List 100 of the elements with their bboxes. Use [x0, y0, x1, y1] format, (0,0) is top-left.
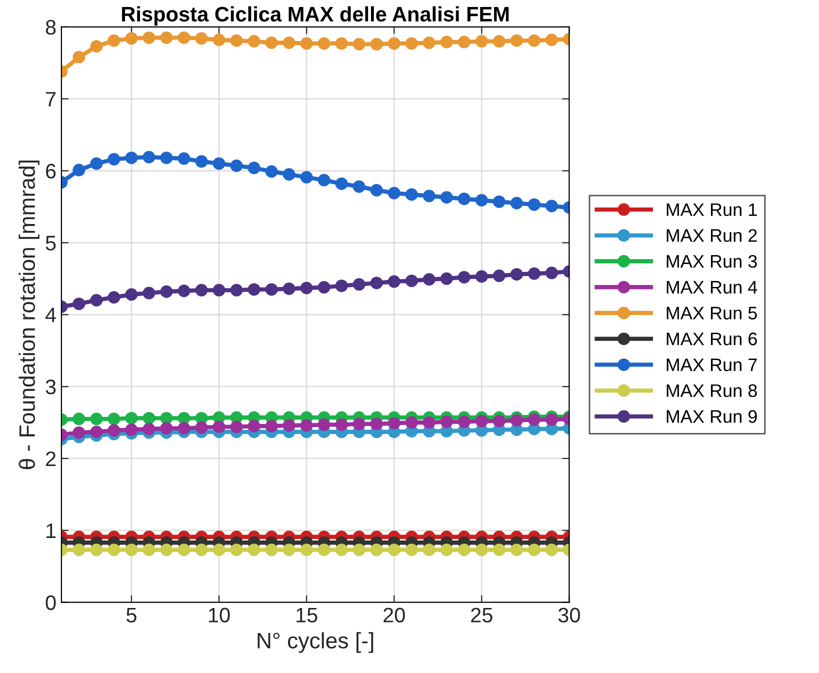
point: [492, 414, 506, 428]
point: [108, 544, 120, 556]
point: [195, 32, 208, 45]
point: [178, 544, 190, 556]
x-tick-label: 15: [296, 608, 318, 622]
point: [475, 414, 488, 428]
point: [422, 416, 436, 429]
y-tick-label: 7: [46, 92, 56, 106]
point: [90, 426, 103, 438]
point: [125, 423, 138, 436]
point: [300, 282, 313, 294]
point: [90, 157, 103, 170]
point: [422, 190, 436, 202]
point: [352, 418, 366, 430]
point: [458, 544, 470, 556]
point: [125, 152, 138, 164]
point: [405, 416, 418, 429]
point: [528, 198, 540, 211]
point: [160, 152, 173, 164]
point: [492, 544, 506, 556]
point: [352, 544, 366, 556]
point: [160, 422, 173, 435]
point: [72, 298, 86, 310]
point: [125, 412, 138, 424]
point: [212, 420, 226, 434]
point: [458, 192, 470, 206]
y-tick-label: 6: [46, 164, 56, 179]
y-tick-label: 3: [46, 380, 56, 394]
point: [90, 294, 103, 306]
point: [335, 177, 348, 190]
point: [422, 273, 436, 286]
point: [108, 412, 120, 426]
point: [178, 422, 190, 435]
point: [300, 419, 313, 432]
point: [178, 284, 190, 298]
point: [265, 544, 278, 556]
x-axis-title: N° cycles [-]: [258, 632, 374, 653]
y-tick-label: 4: [45, 308, 56, 322]
point: [282, 36, 296, 49]
y-tick-label: 8: [46, 20, 56, 35]
point: [458, 416, 470, 428]
point: [230, 420, 243, 434]
chart-title: Risposta Ciclica MAX delle Analisi FEM: [122, 6, 509, 26]
point: [458, 270, 470, 284]
point: [370, 276, 383, 290]
point: [142, 31, 156, 44]
point: [545, 200, 558, 212]
point: [265, 165, 278, 178]
point: [510, 34, 523, 47]
point: [405, 544, 418, 556]
point: [142, 150, 156, 164]
point: [475, 194, 488, 207]
point: [458, 36, 470, 48]
point: [142, 422, 156, 436]
point: [510, 414, 523, 427]
point: [405, 37, 418, 50]
x-tick-label: 30: [558, 608, 580, 622]
point: [510, 544, 523, 556]
point: [510, 268, 523, 281]
point: [248, 35, 260, 48]
point: [248, 420, 260, 432]
point: [422, 544, 436, 556]
point: [335, 418, 348, 431]
legend-label: MAX Run 4: [666, 281, 758, 294]
legend-label: MAX Run 7: [666, 358, 757, 372]
point: [352, 38, 366, 50]
point: [248, 283, 260, 296]
point: [492, 270, 506, 282]
point: [335, 37, 348, 50]
point: [195, 544, 208, 556]
y-axis-title: θ - Foundation rotation [mmrad]: [18, 160, 40, 470]
point: [405, 274, 418, 288]
point: [178, 412, 190, 424]
point: [108, 153, 120, 166]
point: [142, 412, 156, 424]
point: [492, 195, 506, 208]
point: [265, 283, 278, 296]
point: [388, 416, 400, 430]
point: [335, 280, 348, 292]
point: [440, 544, 453, 556]
point: [335, 544, 348, 556]
point: [370, 184, 383, 196]
point: [178, 152, 190, 165]
point: [142, 286, 156, 300]
point: [440, 272, 453, 285]
point: [230, 34, 243, 47]
point: [212, 34, 226, 46]
point: [352, 278, 366, 291]
legend-label: MAX Run 3: [666, 254, 757, 268]
point: [212, 157, 226, 170]
point: [108, 424, 120, 437]
legend-label: MAX Run 8: [666, 384, 757, 398]
point: [160, 31, 173, 44]
x-tick-label: 25: [471, 608, 492, 622]
point: [545, 413, 558, 426]
point: [160, 544, 173, 556]
point: [160, 285, 173, 298]
y-tick-label: 1: [46, 524, 56, 538]
point: [475, 544, 488, 556]
point: [528, 544, 540, 556]
